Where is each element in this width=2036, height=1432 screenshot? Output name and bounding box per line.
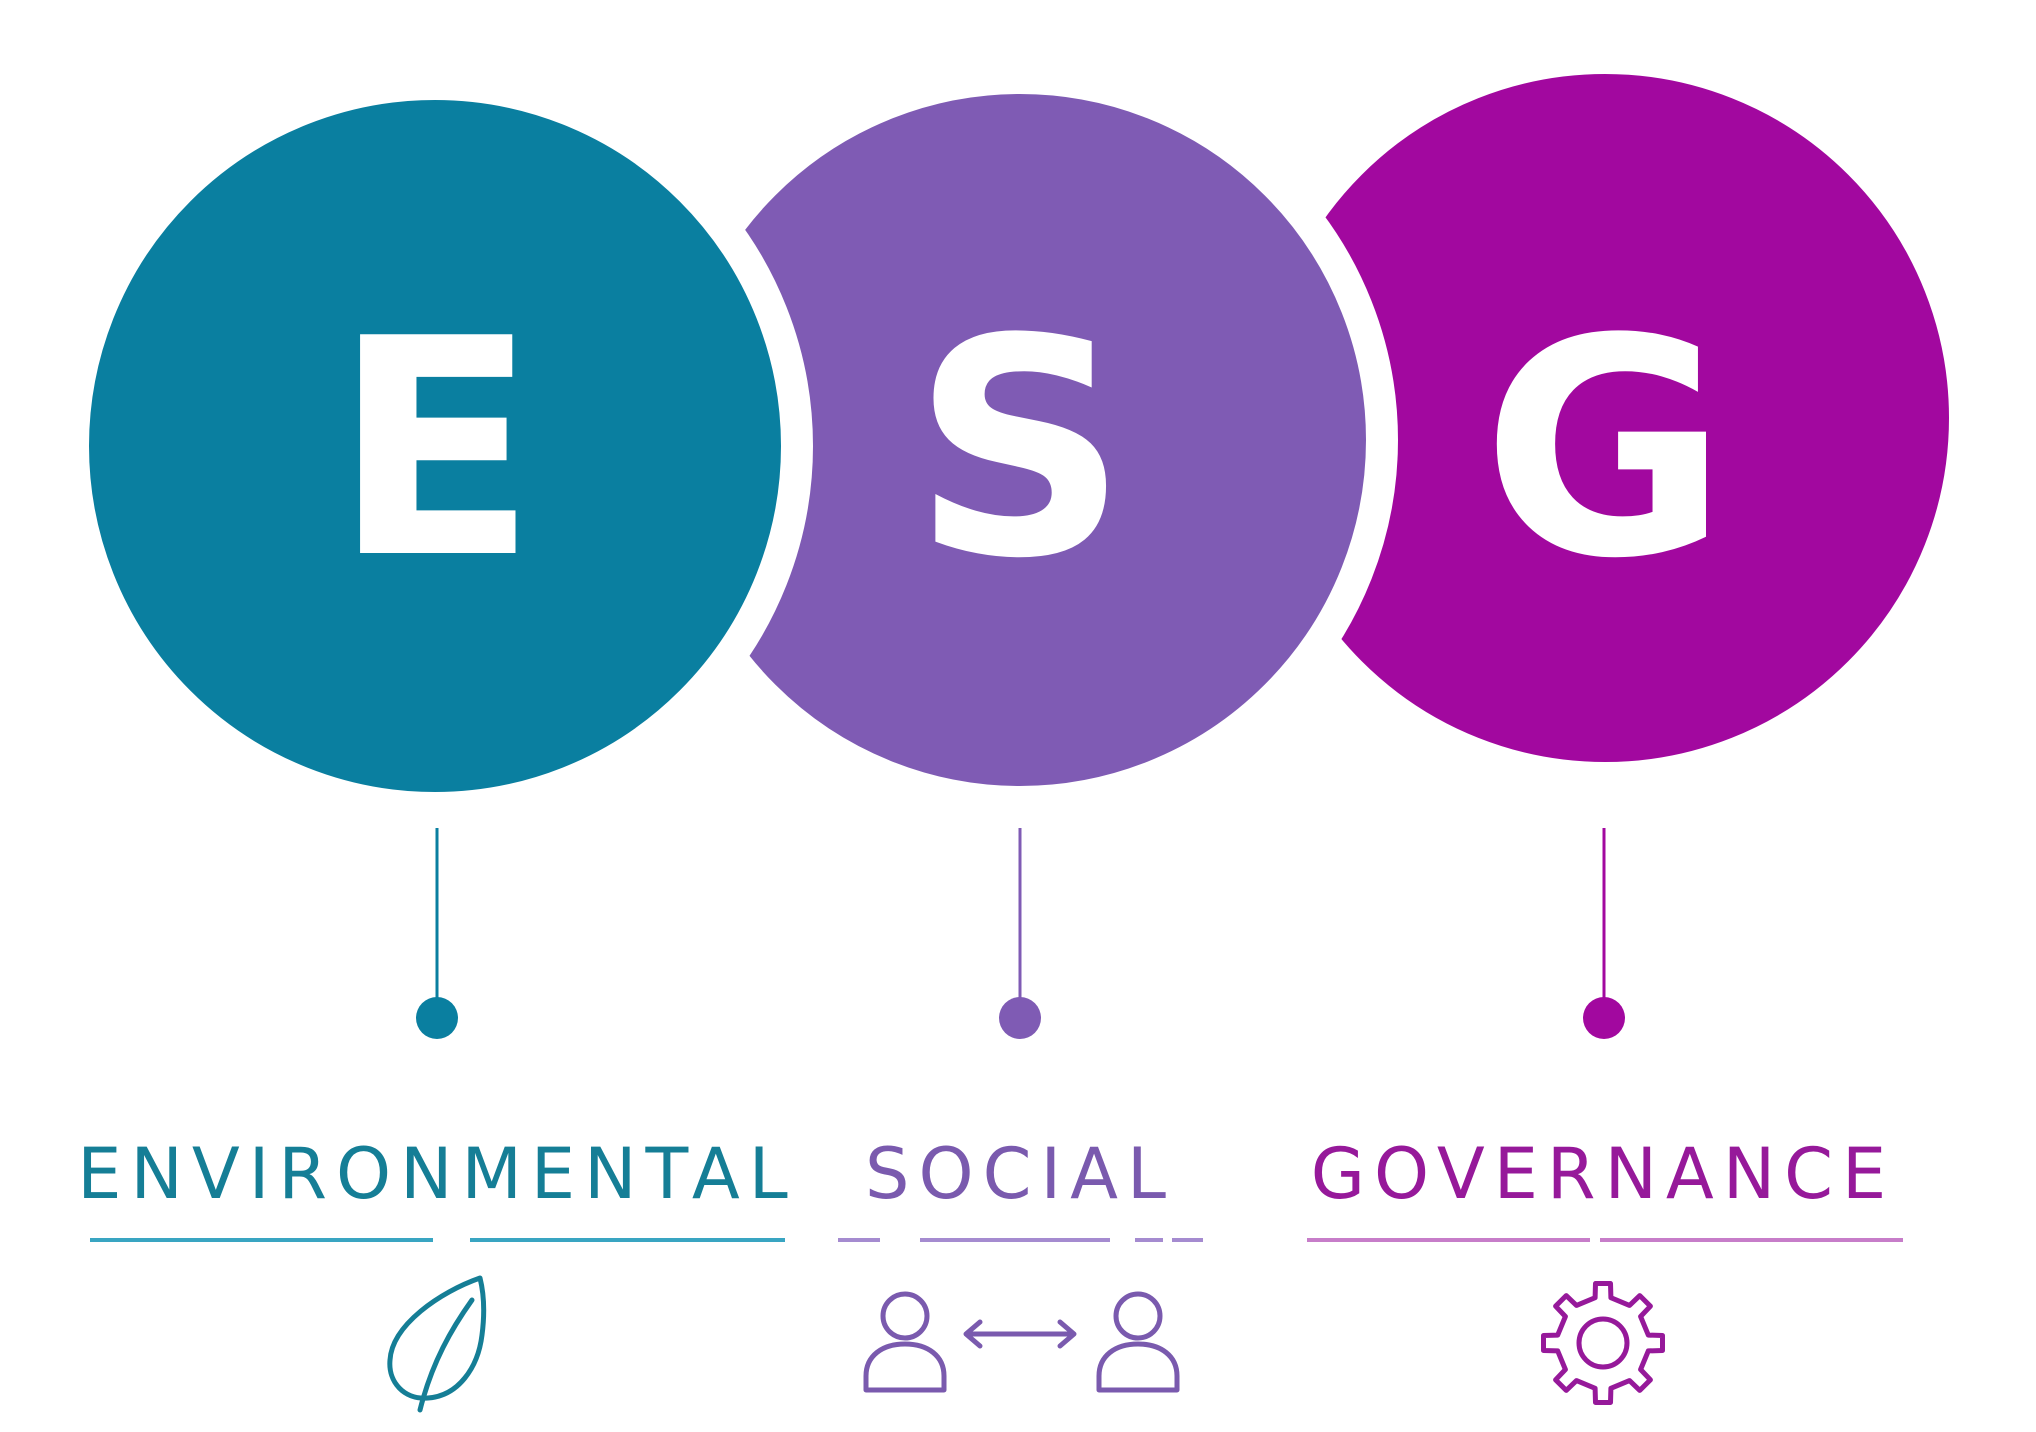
label-governance: GOVERNANCE [1311,1133,1896,1215]
label-environmental: ENVIRONMENTAL [77,1133,796,1215]
connector-e [416,828,458,1039]
person-left-icon [863,1291,947,1393]
gear-icon [1541,1281,1665,1405]
connector-s [999,828,1041,1039]
leaf-icon [387,1275,487,1413]
letter-e: E [333,275,538,624]
letter-g: G [1482,275,1728,624]
double-arrow-icon [963,1319,1077,1349]
letter-s: S [912,275,1128,624]
pillar-circle-e [57,68,813,824]
person-right-icon [1096,1291,1180,1393]
connector-g [1583,828,1625,1039]
people-exchange-icon [863,1291,1180,1393]
label-social: SOCIAL [865,1133,1175,1215]
